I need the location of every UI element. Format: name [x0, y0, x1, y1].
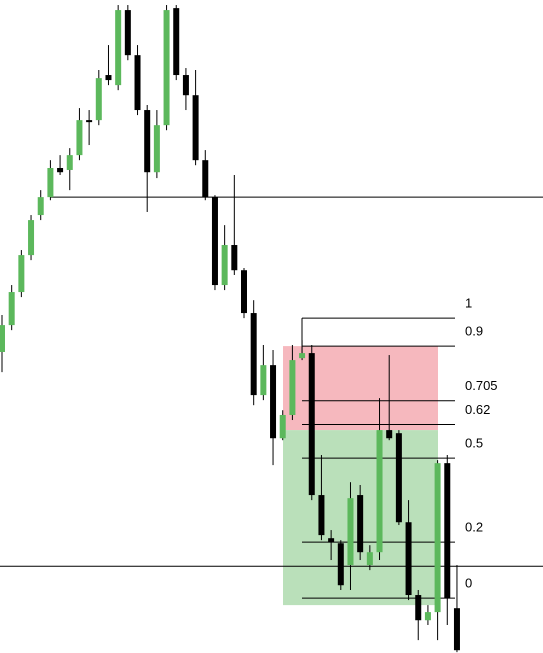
candle-body: [95, 78, 102, 121]
candle-body: [241, 270, 247, 314]
candle-body: [124, 10, 131, 56]
candle-body: [37, 197, 44, 216]
candle-body: [337, 543, 344, 586]
fib-label: 1: [465, 296, 472, 311]
candle-body: [153, 125, 160, 173]
candle-body: [260, 365, 267, 396]
candle-body: [163, 10, 170, 126]
candle-body: [0, 325, 5, 352]
fib-label: 0: [465, 576, 472, 591]
candle-body: [376, 430, 383, 553]
fib-label: 0.2: [465, 520, 483, 535]
candle-body: [328, 538, 335, 543]
fib-label: 0.5: [465, 436, 483, 451]
candle-body: [115, 10, 122, 86]
candle-body: [134, 55, 141, 111]
candle-body: [66, 155, 73, 170]
candle-body: [250, 313, 257, 396]
candle-body: [144, 110, 151, 173]
candle-body: [299, 353, 306, 359]
candle-body: [395, 433, 402, 523]
candle-body: [453, 608, 460, 651]
candle-body: [444, 463, 451, 599]
fib-label: 0.62: [465, 402, 490, 417]
candle-body: [415, 595, 422, 621]
candle-body: [366, 552, 373, 566]
candle-body: [182, 75, 189, 96]
candle-body: [76, 120, 83, 156]
candle-body: [202, 160, 209, 198]
candle-body: [424, 612, 431, 621]
candle-body: [308, 353, 315, 496]
candle-body: [279, 414, 286, 439]
candle-body: [434, 463, 441, 613]
candle-body: [8, 292, 15, 326]
candle-body: [347, 498, 354, 566]
candle-body: [173, 8, 180, 76]
candle-body: [28, 220, 35, 256]
candle-body: [47, 168, 54, 198]
candle-body: [192, 95, 199, 161]
candle-body: [289, 360, 296, 415]
candle-body: [318, 495, 325, 536]
candle-body: [357, 495, 364, 553]
candle-body: [57, 168, 64, 173]
fib-label: 0.9: [465, 324, 483, 339]
candle-body: [105, 75, 112, 81]
candle-body: [211, 197, 218, 286]
position-zone: [283, 346, 438, 431]
candle-body: [18, 255, 25, 293]
candle-body: [270, 365, 277, 439]
candle-body: [86, 120, 93, 123]
fib-label: 0.705: [465, 378, 498, 393]
candle-body: [231, 245, 238, 271]
candle-body: [405, 522, 412, 596]
candle-body: [386, 430, 393, 439]
candle-body: [221, 245, 228, 286]
